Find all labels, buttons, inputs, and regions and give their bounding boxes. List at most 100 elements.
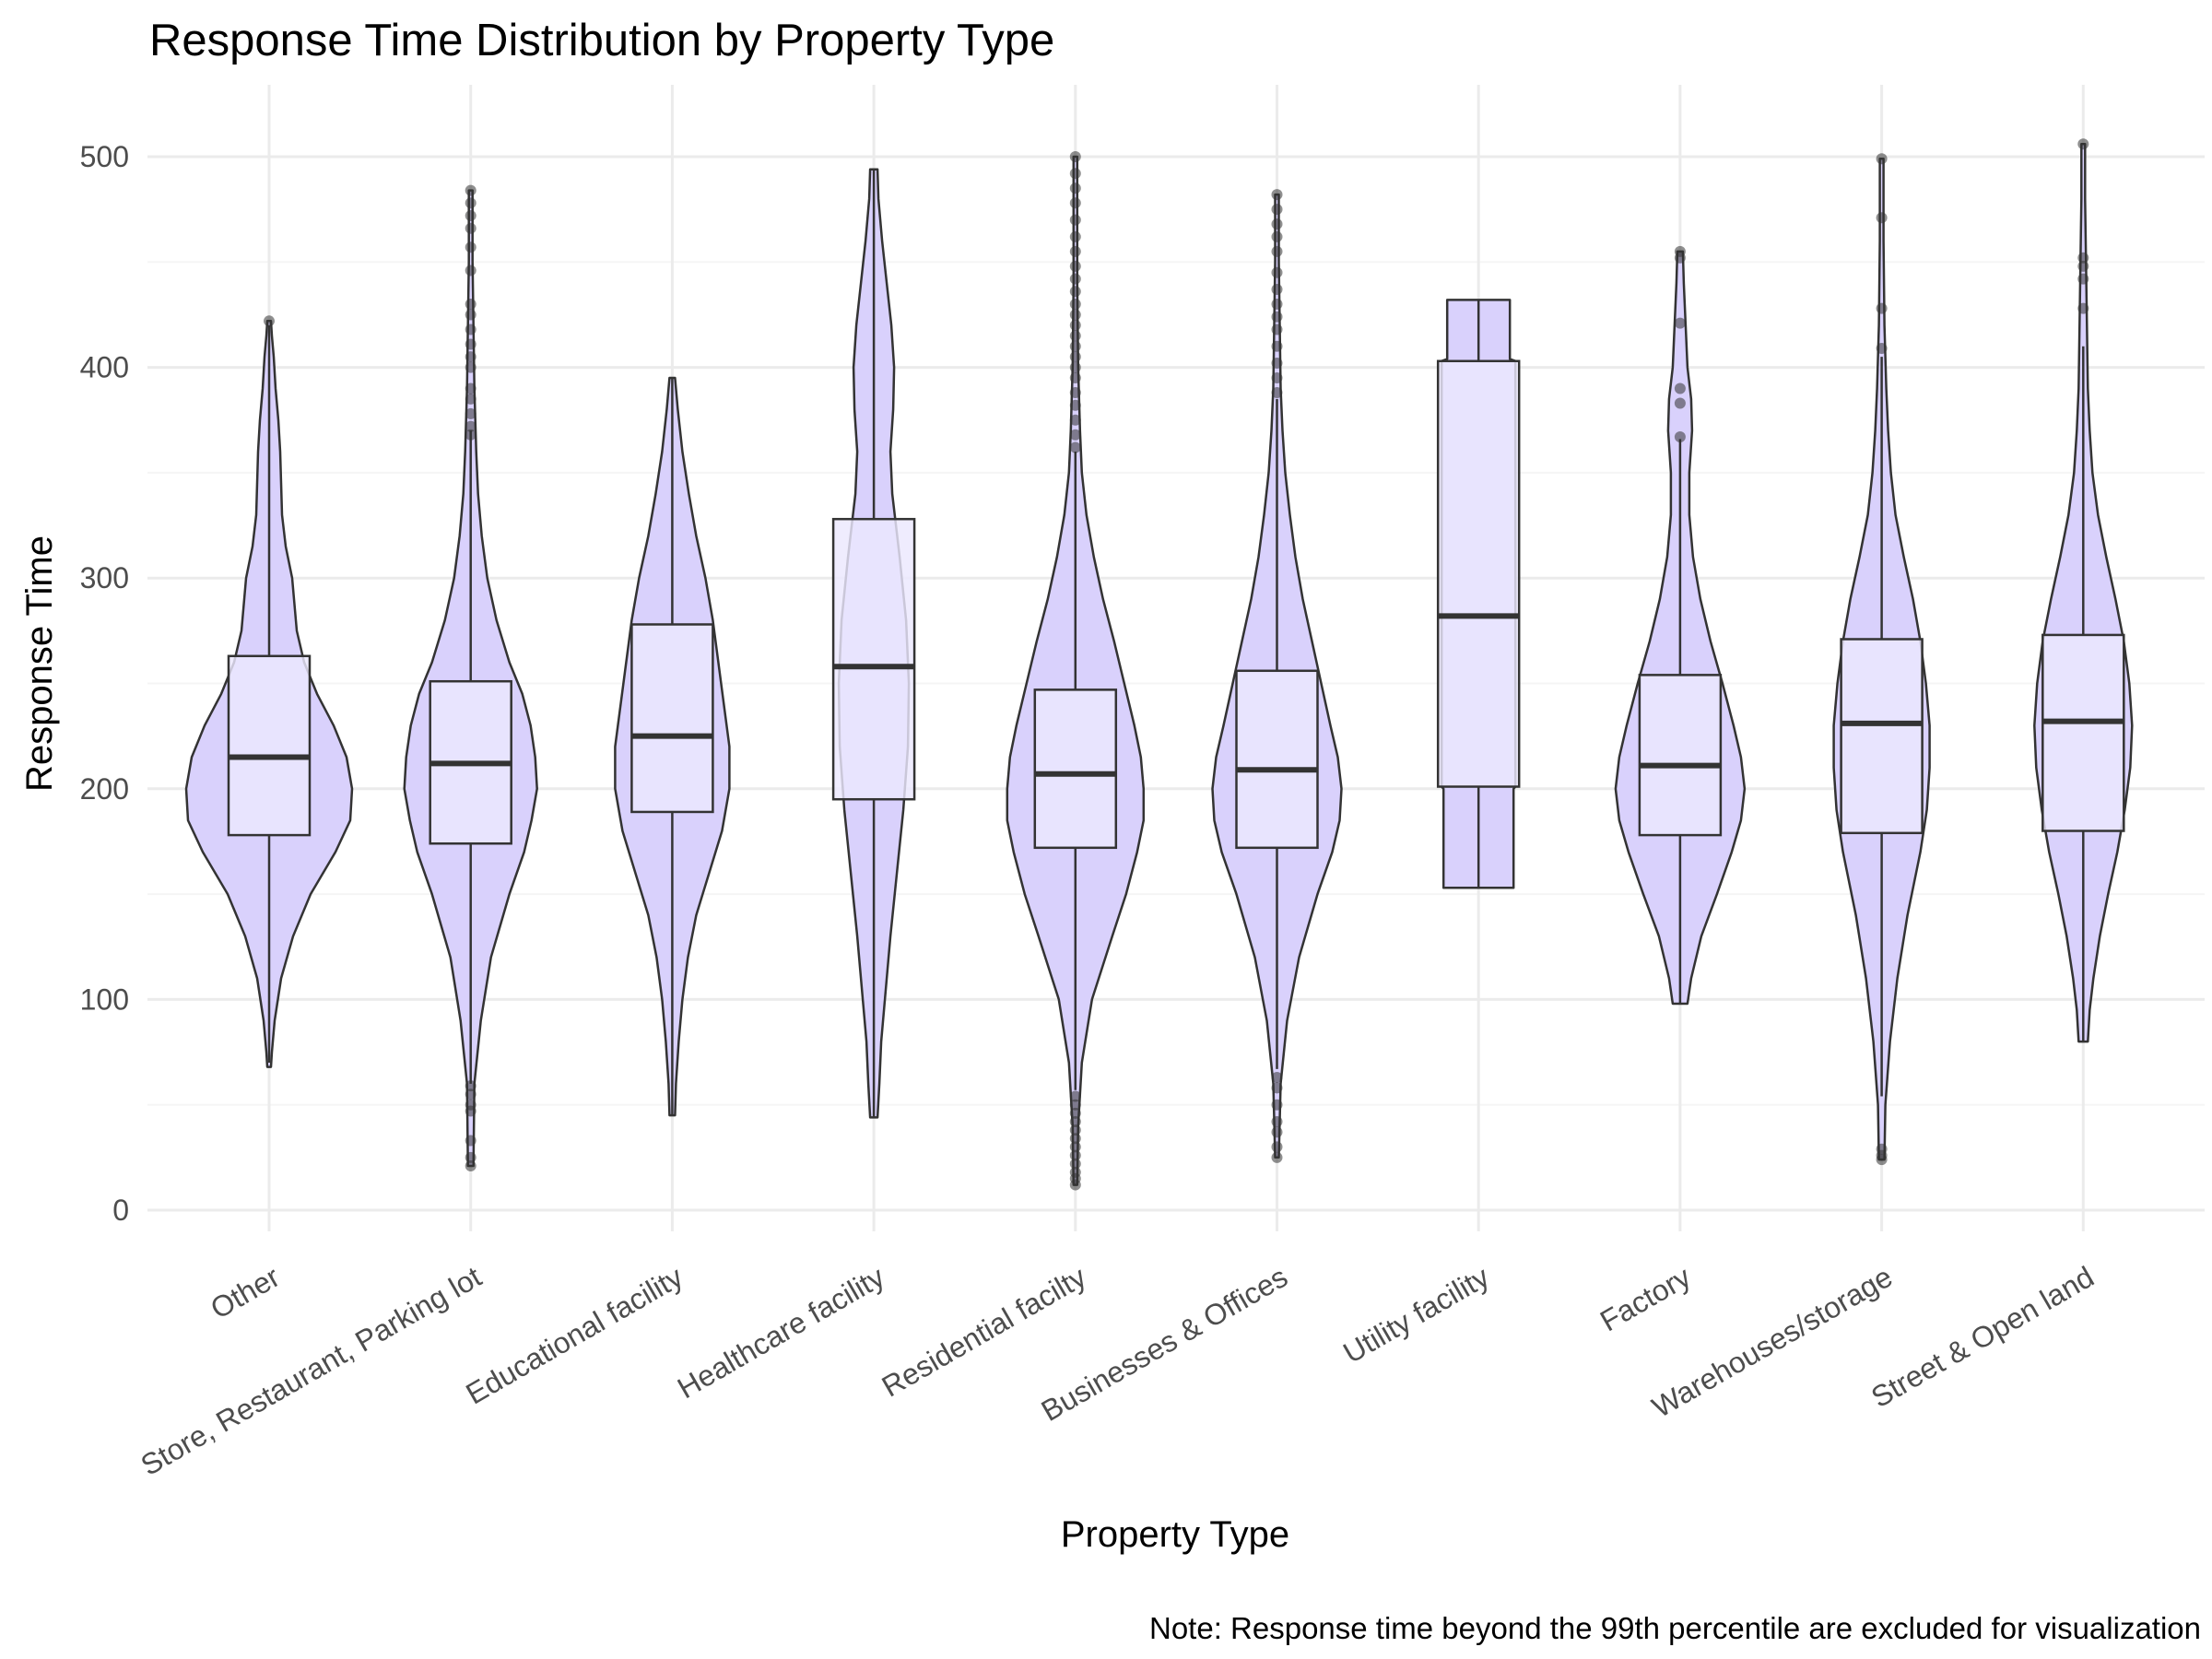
- outlier-point: [1271, 1126, 1283, 1138]
- outlier-point: [1069, 309, 1081, 321]
- outlier-point: [2077, 252, 2089, 264]
- violin-group: [1436, 299, 1521, 889]
- outlier-point: [1271, 1141, 1283, 1153]
- outlier-point: [1674, 382, 1686, 394]
- outlier-point: [1069, 414, 1081, 426]
- x-tick-label: Other: [205, 1260, 286, 1325]
- outlier-point: [1271, 340, 1283, 352]
- outlier-point: [465, 1135, 477, 1147]
- outlier-point: [1271, 358, 1283, 370]
- violin-group: [403, 184, 538, 1171]
- outlier-point: [1271, 311, 1283, 323]
- violin-group: [1211, 189, 1343, 1163]
- iqr-box: [2041, 633, 2125, 832]
- chart-caption: Note: Response time beyond the 99th perc…: [1149, 1611, 2201, 1645]
- outlier-point: [1069, 372, 1081, 384]
- y-tick-label: 200: [80, 772, 129, 806]
- outlier-point: [1069, 399, 1081, 411]
- outlier-point: [1271, 266, 1283, 278]
- outlier-point: [1069, 1090, 1081, 1102]
- outlier-point: [1271, 245, 1283, 257]
- outlier-point: [465, 361, 477, 373]
- outlier-point: [2077, 138, 2089, 150]
- outlier-point: [1271, 387, 1283, 399]
- chart-title: Response Time Distribution by Property T…: [149, 16, 1054, 65]
- outlier-point: [1069, 1133, 1081, 1145]
- outlier-point: [1271, 324, 1283, 335]
- outlier-point: [465, 184, 477, 196]
- outlier-point: [1069, 330, 1081, 342]
- outlier-point: [1069, 441, 1081, 453]
- outlier-point: [1069, 299, 1081, 311]
- iqr-box: [1638, 674, 1723, 837]
- x-tick-label: Street & Open land: [1865, 1260, 2100, 1414]
- outlier-point: [465, 241, 477, 253]
- outlier-point: [1876, 1143, 1888, 1155]
- outlier-point: [1271, 204, 1283, 216]
- outlier-point: [1674, 431, 1686, 443]
- outlier-point: [1069, 273, 1081, 285]
- outlier-point: [1271, 230, 1283, 242]
- outlier-point: [1069, 1141, 1081, 1153]
- outlier-point: [1069, 351, 1081, 363]
- iqr-box: [1033, 688, 1118, 850]
- outlier-point: [1674, 245, 1686, 257]
- outlier-point: [1069, 1124, 1081, 1136]
- outlier-point: [465, 382, 477, 394]
- iqr-box: [1235, 669, 1319, 850]
- outlier-point: [465, 197, 477, 209]
- outlier-point: [1069, 286, 1081, 298]
- outlier-point: [1069, 197, 1081, 209]
- iqr-box: [1436, 359, 1521, 788]
- outlier-point: [465, 1151, 477, 1163]
- violin-group: [1006, 151, 1146, 1191]
- outlier-point: [1271, 284, 1283, 296]
- outlier-point: [465, 338, 477, 350]
- outlier-point: [264, 315, 275, 327]
- outlier-point: [1069, 1099, 1081, 1111]
- x-tick-label: Utility facility: [1337, 1260, 1494, 1370]
- outlier-point: [1876, 343, 1888, 355]
- x-tick-label: Residential facilty: [877, 1260, 1092, 1404]
- outlier-point: [1876, 302, 1888, 314]
- y-tick-label: 500: [80, 140, 129, 173]
- x-tick-label: Healthcare facility: [672, 1260, 890, 1405]
- outlier-point: [1271, 1071, 1283, 1083]
- outlier-point: [1271, 299, 1283, 311]
- outlier-point: [465, 393, 477, 405]
- outlier-point: [1271, 1082, 1283, 1094]
- outlier-point: [1069, 340, 1081, 352]
- x-tick-label: Store, Restaurant, Parking lot: [135, 1260, 488, 1482]
- y-tick-label: 400: [80, 351, 129, 384]
- outlier-point: [465, 429, 477, 441]
- outlier-point: [465, 222, 477, 234]
- violin-group: [614, 376, 731, 1117]
- outlier-point: [2077, 273, 2089, 285]
- iqr-box: [630, 623, 714, 814]
- outlier-point: [465, 309, 477, 321]
- outlier-point: [1271, 372, 1283, 384]
- y-tick-label: 300: [80, 561, 129, 594]
- outlier-point: [465, 265, 477, 276]
- outlier-point: [1069, 429, 1081, 441]
- outlier-point: [465, 324, 477, 335]
- outlier-point: [1271, 1115, 1283, 1127]
- outlier-point: [1069, 1166, 1081, 1178]
- x-axis-label: Property Type: [1061, 1514, 1289, 1555]
- outlier-point: [1069, 319, 1081, 331]
- outlier-point: [1069, 168, 1081, 180]
- violin-group: [184, 315, 354, 1068]
- y-tick-label: 0: [112, 1194, 129, 1227]
- iqr-box: [1840, 638, 1924, 835]
- outlier-point: [1069, 1107, 1081, 1119]
- outlier-point: [1271, 218, 1283, 230]
- outlier-point: [2077, 302, 2089, 314]
- y-tick-labels: 0 100 200 300 400 500: [80, 140, 129, 1227]
- outlier-point: [1069, 151, 1081, 162]
- outlier-point: [465, 351, 477, 363]
- outlier-point: [465, 407, 477, 419]
- outlier-point: [1069, 260, 1081, 272]
- iqr-box: [831, 517, 916, 801]
